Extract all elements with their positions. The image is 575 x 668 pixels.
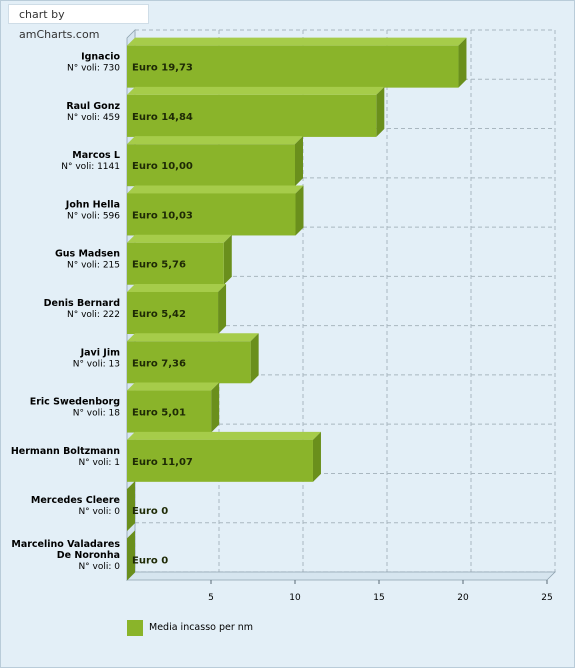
bar [127, 144, 295, 187]
bar-top-face [127, 382, 220, 391]
bar-top-face [127, 86, 385, 95]
category-sublabel: N° voli: 222 [67, 310, 120, 320]
data-label: Euro 5,76 [132, 260, 186, 271]
category-sublabel: N° voli: 215 [67, 261, 120, 271]
bar [127, 341, 251, 384]
bar [127, 45, 459, 88]
bar-side-face [458, 37, 467, 88]
data-label: Euro 0 [132, 555, 168, 566]
category-label: Gus Madsen [55, 249, 120, 260]
bar [127, 390, 212, 433]
bar-side-face [376, 86, 385, 137]
chart-credit[interactable]: chart by amCharts.com [8, 4, 149, 41]
legend-swatch [127, 620, 143, 636]
bar-top-face [127, 234, 232, 243]
bar-side-face [127, 481, 135, 532]
data-label: Euro 10,00 [132, 161, 193, 172]
category-sublabel: N° voli: 459 [67, 113, 120, 123]
category-sublabel: N° voli: 18 [73, 409, 121, 419]
bar-top-face [127, 431, 321, 440]
bar [127, 94, 377, 137]
category-label: Denis Bernard [44, 298, 120, 309]
bar-side-face [218, 284, 227, 334]
x-tick-label: 15 [373, 593, 384, 603]
category-label: Raul Gonz [66, 101, 120, 112]
category-label: Marcelino Valadares [11, 539, 120, 550]
data-label: Euro 0 [132, 506, 168, 517]
bar-side-face [127, 530, 135, 581]
data-label: Euro 10,03 [132, 210, 193, 221]
bar [127, 193, 296, 236]
category-sublabel: N° voli: 596 [67, 211, 120, 221]
bar-side-face [211, 382, 220, 433]
plot-floor [126, 571, 556, 581]
bar-top-face [127, 136, 303, 145]
category-label: Javi Jim [80, 347, 120, 358]
category-sublabel: N° voli: 1141 [61, 162, 120, 172]
bar-side-face [250, 333, 259, 384]
category-sublabel: N° voli: 0 [78, 562, 120, 572]
category-label: Hermann Boltzmann [11, 446, 120, 457]
data-label: Euro 11,07 [132, 457, 193, 468]
x-tick-label: 20 [457, 593, 469, 603]
legend-label: Media incasso per nm [149, 622, 254, 633]
category-sublabel: N° voli: 1 [78, 458, 120, 468]
bar-side-face [295, 136, 303, 187]
data-label: Euro 5,01 [132, 408, 186, 419]
category-label: John Hella [65, 199, 120, 210]
data-label: Euro 7,36 [132, 358, 186, 369]
category-label: De Noronha [57, 550, 120, 561]
bar-side-face [223, 234, 232, 285]
category-sublabel: N° voli: 13 [73, 359, 120, 369]
bar [127, 242, 224, 285]
x-tick-label: 25 [541, 593, 552, 603]
category-label: Mercedes Cleere [31, 495, 120, 506]
bar [127, 439, 313, 482]
bar-top-face [127, 333, 259, 342]
x-tick-label: 5 [208, 593, 214, 603]
bar-side-face [312, 431, 321, 482]
bar-top-face [127, 185, 304, 194]
bar [127, 292, 219, 334]
data-label: Euro 5,42 [132, 309, 186, 320]
category-label: Ignacio [81, 52, 120, 63]
bar-top-face [127, 37, 467, 46]
category-sublabel: N° voli: 730 [67, 64, 120, 74]
bar-top-face [127, 284, 227, 292]
category-label: Marcos L [72, 150, 120, 161]
bar-side-face [295, 185, 304, 236]
data-label: Euro 19,73 [132, 63, 193, 74]
category-label: Eric Swedenborg [30, 397, 120, 408]
x-tick-label: 10 [289, 593, 301, 603]
data-label: Euro 14,84 [132, 112, 193, 123]
category-sublabel: N° voli: 0 [78, 507, 120, 517]
